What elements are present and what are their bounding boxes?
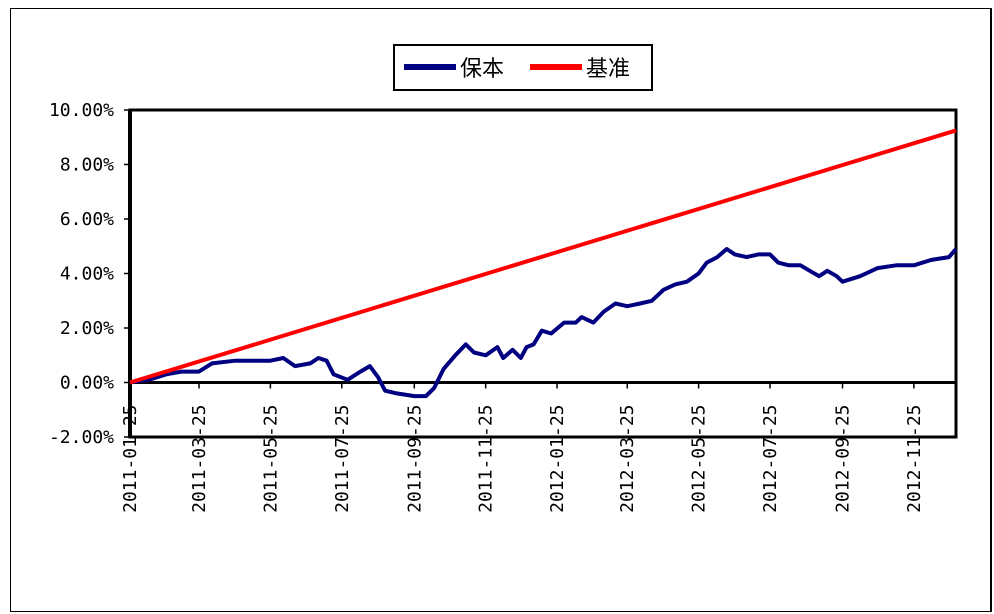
x-tick-label: 2012-11-25 [904, 405, 925, 513]
legend: 保本 基准 [393, 44, 653, 91]
series-line-jizhun [129, 128, 957, 385]
y-tick-label: 10.00% [49, 100, 114, 121]
y-tick-label: 6.00% [60, 209, 114, 230]
x-axis: 2011-01-25 2011-03-25 2011-05-25 2011-07-25… [120, 382, 925, 513]
x-tick-label: 2011-05-25 [260, 405, 281, 513]
x-tick-label: 2011-09-25 [404, 405, 425, 513]
x-tick-label: 2012-01-25 [547, 405, 568, 513]
x-tick-label: 2012-07-25 [760, 405, 781, 513]
y-tick-label: 2.00% [60, 318, 114, 339]
x-tick-label: 2011-03-25 [189, 405, 210, 513]
series-line-baoben [129, 247, 958, 399]
series-group [129, 128, 958, 399]
legend-label-jizhun: 基准 [586, 57, 630, 82]
y-tick-label: -2.00% [49, 427, 114, 448]
x-tick-label: 2012-09-25 [833, 405, 854, 513]
x-tick-label: 2012-03-25 [617, 405, 638, 513]
y-tick-label: 0.00% [60, 373, 114, 394]
y-axis: 10.00% 8.00% 6.00% 4.00% 2.00% 0.00% -2.00% [49, 100, 130, 448]
x-tick-label: 2011-01-25 [120, 405, 141, 513]
x-tick-label: 2012-05-25 [689, 405, 710, 513]
x-tick-label: 2011-11-25 [476, 405, 497, 513]
y-tick-label: 4.00% [60, 264, 114, 285]
x-tick-label: 2011-07-25 [332, 405, 353, 513]
y-tick-label: 8.00% [60, 155, 114, 176]
legend-label-baoben: 保本 [460, 57, 504, 82]
